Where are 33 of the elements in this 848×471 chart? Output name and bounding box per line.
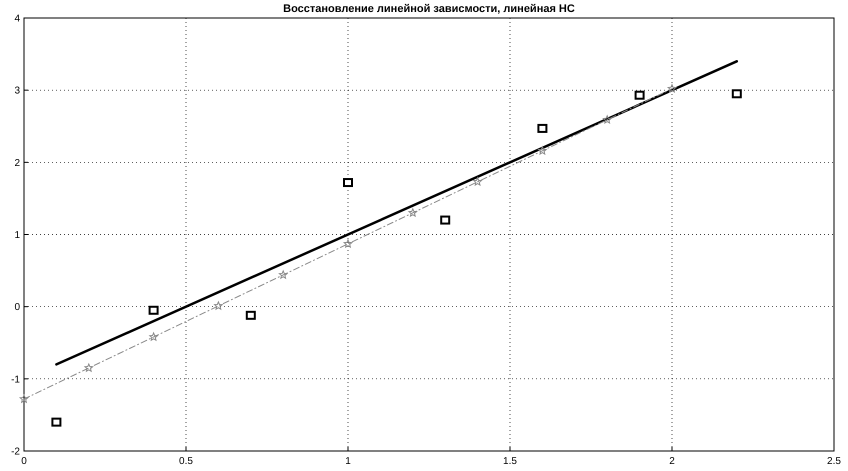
point [149, 332, 158, 341]
point [20, 394, 28, 403]
x-tick-label: 1.5 [503, 456, 518, 467]
point [440, 216, 450, 225]
y-tick-label: 3 [14, 86, 20, 97]
point [344, 239, 352, 248]
y-tick-label: -1 [11, 374, 20, 386]
point [537, 124, 548, 133]
point [278, 270, 288, 279]
point [51, 418, 62, 427]
y-tick-label: 1 [14, 230, 20, 241]
point [732, 89, 742, 98]
point [343, 178, 353, 188]
point [538, 146, 547, 155]
y-tick-label: 2 [14, 158, 20, 169]
point [408, 208, 418, 217]
point [84, 364, 94, 372]
point [148, 306, 159, 315]
point [473, 177, 482, 186]
x-tick-label: 1 [345, 456, 352, 467]
point [246, 310, 256, 320]
point [634, 90, 645, 100]
point [602, 115, 612, 124]
point [214, 301, 223, 310]
chart-title: Восстановление линейной зависмости, линейная НС [283, 3, 575, 15]
y-tick-label: -2 [11, 446, 20, 458]
point [668, 84, 676, 92]
x-tick-label: 2 [669, 456, 676, 467]
x-tick-label: 0 [21, 456, 28, 467]
x-tick-label: 2.5 [827, 456, 842, 467]
y-tick-label: 4 [14, 14, 20, 24]
y-tick-label: 0 [14, 302, 20, 314]
x-tick-label: 0.5 [179, 456, 194, 467]
